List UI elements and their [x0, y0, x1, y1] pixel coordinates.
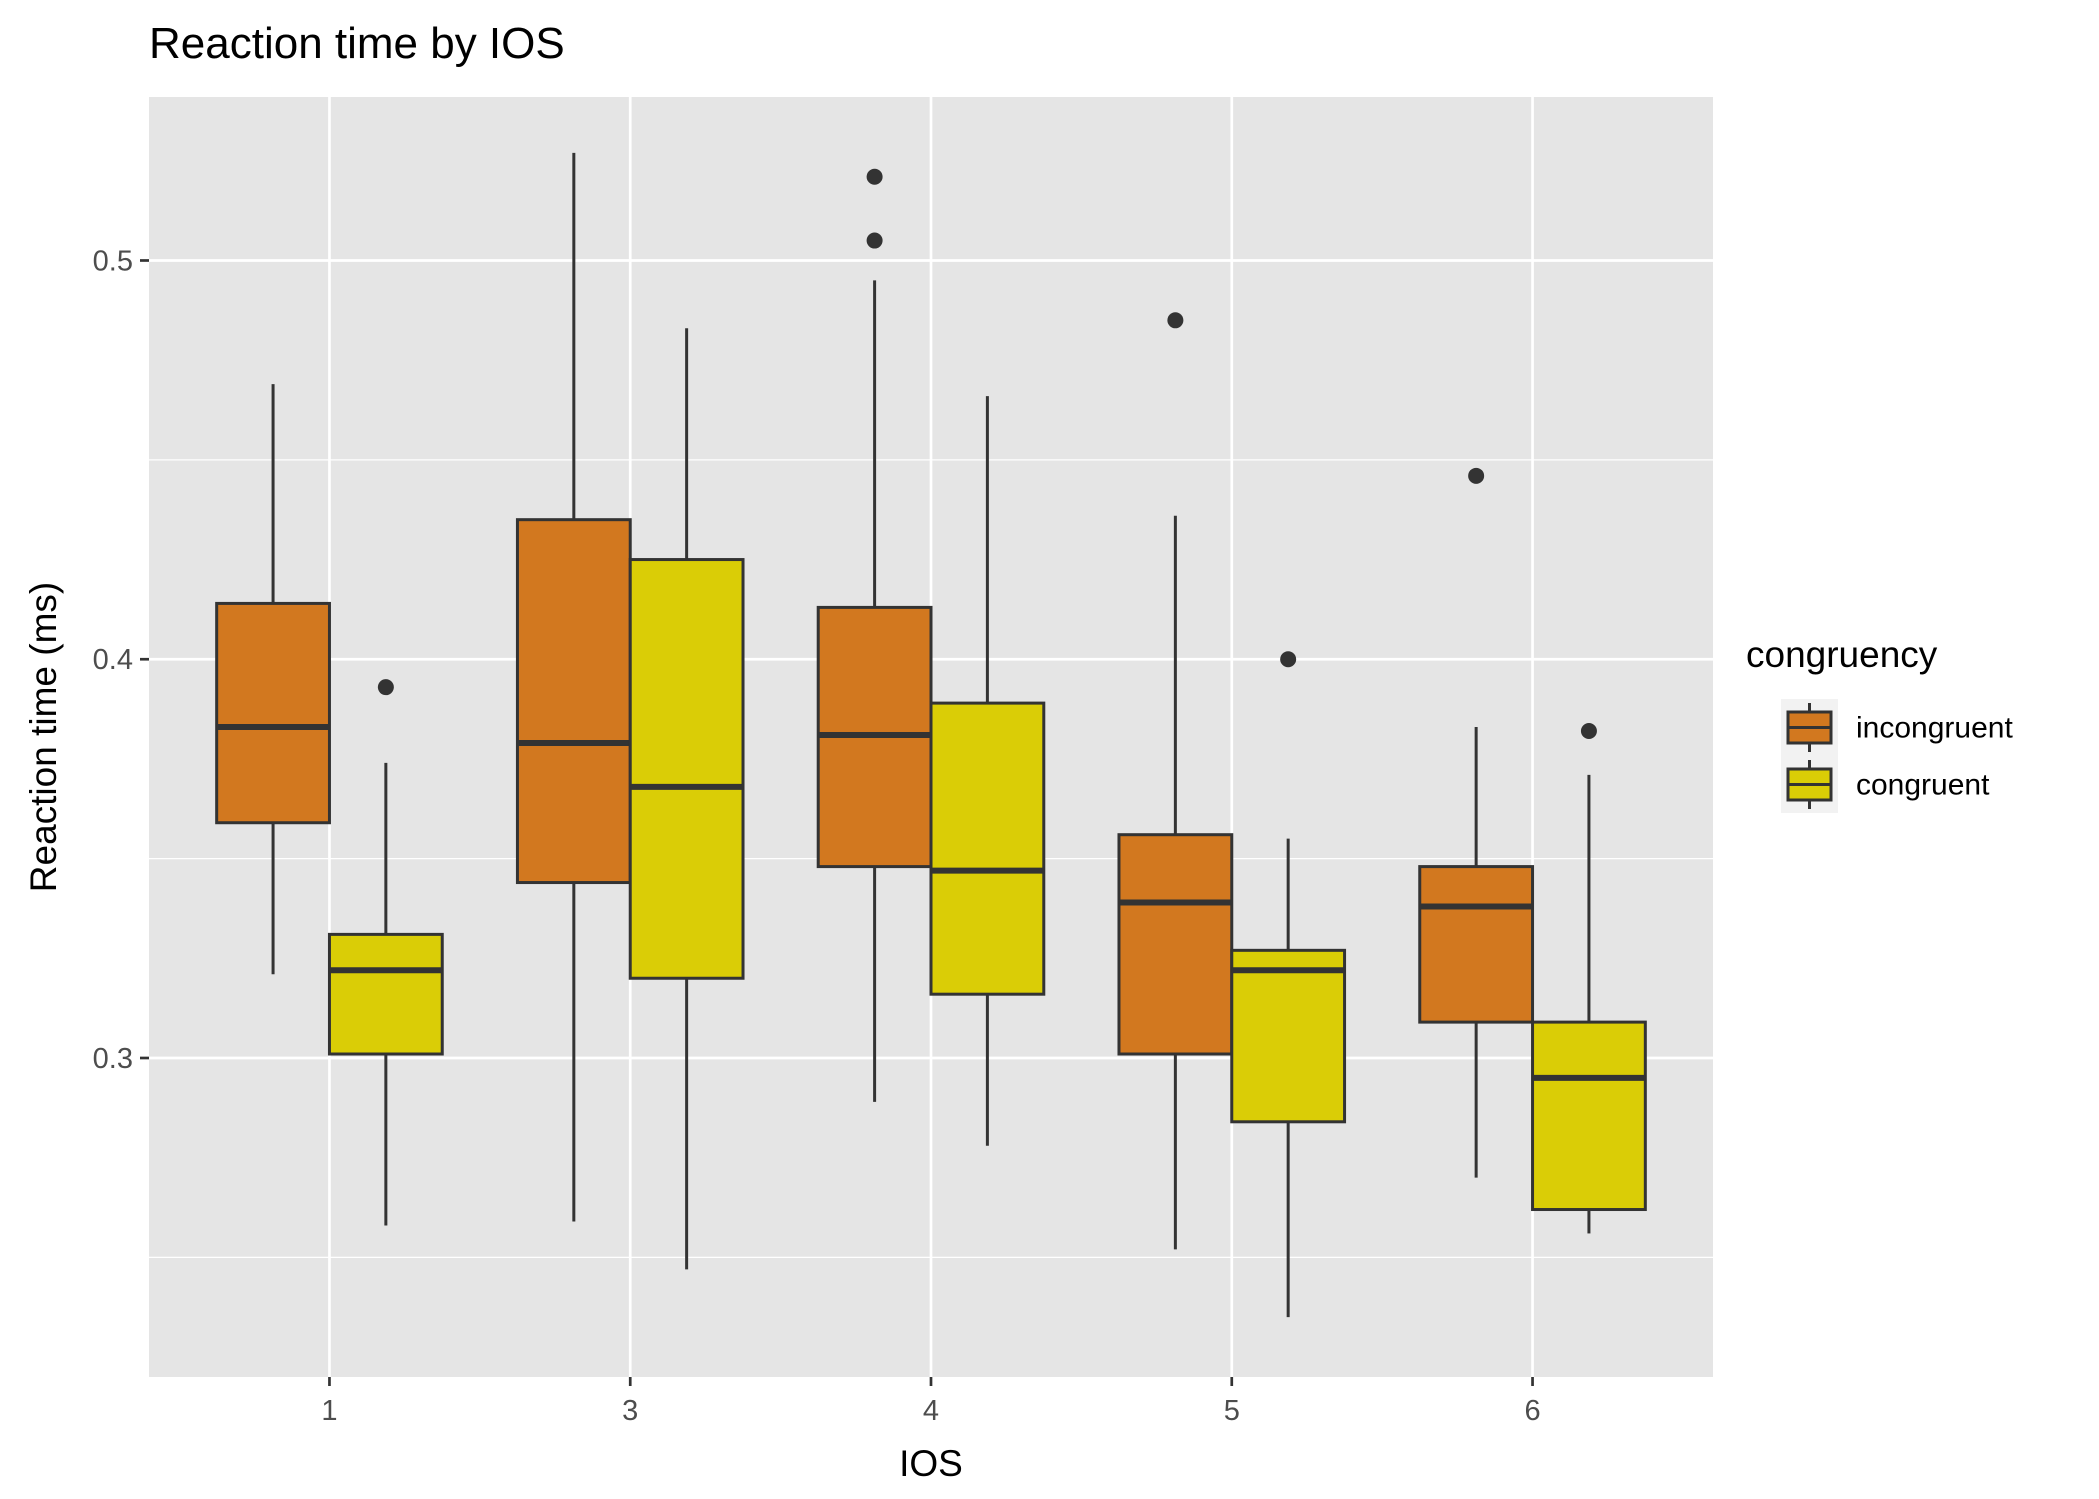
box-congruent-3	[628, 328, 745, 1270]
outlier-point	[377, 679, 394, 696]
box-congruent-4	[929, 396, 1046, 1146]
legend-title: congruency	[1746, 634, 1938, 675]
box-congruent-5	[1230, 651, 1347, 1318]
box-congruent-6	[1531, 723, 1647, 1234]
outlier-point	[866, 168, 883, 185]
legend-item-congruent: congruent	[1781, 756, 1990, 813]
x-tick-label: 1	[321, 1395, 337, 1427]
legend-label: congruent	[1856, 769, 1990, 802]
y-axis: 0.3 0.4 0.5	[93, 245, 149, 1075]
box-incongruent-3	[515, 152, 632, 1222]
outlier-point	[1580, 723, 1597, 740]
x-tick-label: 5	[1224, 1395, 1240, 1427]
box-congruent-1	[327, 679, 444, 1226]
legend: congruency incongruent congruent	[1746, 634, 2013, 813]
outlier-point	[1468, 467, 1485, 484]
y-tick-label: 0.5	[93, 245, 133, 277]
box-body	[515, 518, 632, 885]
outlier-point	[1280, 651, 1297, 668]
box-incongruent-5	[1117, 312, 1234, 1250]
box-incongruent-6	[1418, 467, 1535, 1178]
outlier-point	[866, 232, 883, 249]
box-series	[215, 152, 1647, 1318]
box-incongruent-1	[215, 384, 331, 975]
x-tick-label: 4	[923, 1395, 939, 1427]
x-tick-label: 3	[622, 1395, 638, 1427]
x-axis: 1 3 4 5 6	[321, 1377, 1541, 1427]
outlier-point	[1167, 312, 1184, 329]
legend-label: incongruent	[1856, 712, 2013, 745]
chart-title: Reaction time by IOS	[149, 19, 565, 68]
box-body	[929, 701, 1046, 996]
box-body	[215, 601, 331, 825]
box-incongruent-4	[816, 168, 933, 1102]
y-axis-title: Reaction time (ms)	[23, 582, 64, 892]
x-axis-title: IOS	[899, 1443, 963, 1484]
box-body	[327, 932, 444, 1056]
box-body	[1531, 1020, 1647, 1212]
x-tick-label: 6	[1524, 1395, 1540, 1427]
y-tick-label: 0.3	[93, 1043, 133, 1075]
y-tick-label: 0.4	[93, 644, 133, 676]
box-body	[1418, 865, 1535, 1024]
legend-item-incongruent: incongruent	[1781, 699, 2013, 756]
box-body	[1117, 833, 1234, 1056]
box-body	[1230, 948, 1347, 1124]
box-body	[628, 558, 745, 980]
legend-keys: incongruent congruent	[1781, 699, 2013, 813]
